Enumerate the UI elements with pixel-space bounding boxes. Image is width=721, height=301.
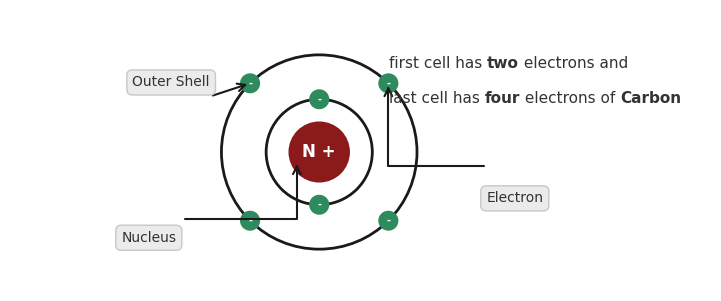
Ellipse shape xyxy=(379,211,399,231)
Text: electrons and: electrons and xyxy=(519,56,628,71)
Text: -: - xyxy=(248,216,252,226)
Ellipse shape xyxy=(288,122,350,182)
Text: -: - xyxy=(317,94,322,104)
Text: two: two xyxy=(487,56,519,71)
Ellipse shape xyxy=(309,195,329,215)
Text: Nucleus: Nucleus xyxy=(121,231,177,245)
Text: first cell has: first cell has xyxy=(389,56,487,71)
Text: -: - xyxy=(386,78,390,88)
Text: Outer Shell: Outer Shell xyxy=(133,76,210,89)
Text: four: four xyxy=(485,91,520,106)
Text: N +: N + xyxy=(303,143,336,161)
Text: Carbon: Carbon xyxy=(620,91,681,106)
Ellipse shape xyxy=(379,73,399,93)
Ellipse shape xyxy=(240,73,260,93)
Text: -: - xyxy=(248,78,252,88)
Text: -: - xyxy=(386,216,390,226)
Ellipse shape xyxy=(309,89,329,109)
Text: electrons of: electrons of xyxy=(520,91,620,106)
Text: -: - xyxy=(317,200,322,210)
Text: last cell has: last cell has xyxy=(389,91,485,106)
Text: Electron: Electron xyxy=(486,191,544,205)
Ellipse shape xyxy=(240,211,260,231)
